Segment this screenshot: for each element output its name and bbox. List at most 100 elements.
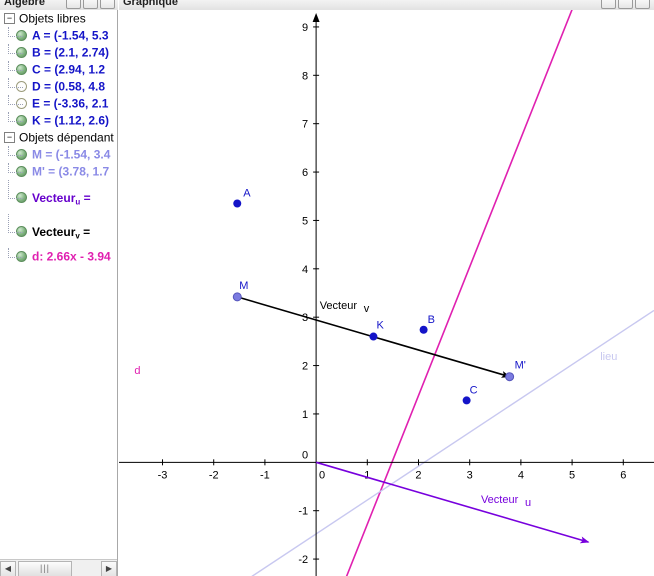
visibility-on-icon[interactable] [16, 47, 27, 59]
tree-item-subscript: u [75, 197, 81, 207]
coordinate-plane[interactable]: d lieu -3 -2 -1 1 2 3 4 5 6 -2 -1 1 2 3 4 5 6 7 8 9 00 Vecteur u… [119, 10, 654, 576]
line-label-lieu: lieu [600, 351, 617, 363]
visibility-on-icon[interactable] [16, 226, 27, 238]
algebra-title: Algèbre [4, 0, 45, 8]
tree-item-label: K = (1.12, 2.6) [32, 113, 110, 128]
point-K[interactable] [369, 332, 378, 341]
visibility-on-icon[interactable] [16, 192, 27, 204]
tree-collapse-icon[interactable]: − [4, 13, 15, 25]
tree-item[interactable]: E = (-3.36, 2.1 [0, 95, 117, 112]
y-tick-label: 2 [302, 361, 308, 373]
scrollbar-thumb[interactable]: ||| [18, 561, 72, 576]
y-tick-label: -1 [298, 506, 308, 518]
tree-branch-line [8, 163, 23, 173]
line-label-d: d [134, 365, 140, 377]
tree-branch-line [8, 78, 23, 88]
tree-item[interactable]: D = (0.58, 4.8 [0, 78, 117, 95]
tree-item-label: D = (0.58, 4.8 [32, 79, 106, 94]
point-label-M': M' [515, 360, 526, 372]
algebra-window-buttons [66, 0, 115, 9]
origin-label: 0 [302, 449, 308, 461]
maximize-icon[interactable] [618, 0, 633, 9]
graphics-panel[interactable]: d lieu -3 -2 -1 1 2 3 4 5 6 -2 -1 1 2 3 4 5 6 7 8 9 0 0 Vecteur u… [119, 10, 654, 576]
visibility-on-icon[interactable] [16, 251, 27, 263]
x-tick-label: -1 [260, 469, 270, 481]
maximize-icon[interactable] [83, 0, 98, 9]
tree-group-objets-dependants[interactable]: − Objets dépendant [0, 129, 117, 146]
visibility-on-icon[interactable] [16, 30, 27, 42]
point-A[interactable] [233, 199, 242, 208]
visibility-on-icon[interactable] [16, 115, 27, 127]
tree-item-label: Vecteur [32, 224, 76, 239]
line-lieu[interactable] [119, 309, 654, 576]
tree-branch-line [8, 112, 23, 122]
tree-branch-line [8, 61, 23, 71]
line-d[interactable] [119, 10, 654, 576]
point-label-B: B [428, 314, 435, 326]
scroll-left-icon[interactable]: ◀ [0, 561, 16, 576]
tree-branch-line [8, 44, 23, 54]
tree-group-label: Objets dépendant [19, 130, 114, 145]
scroll-right-icon[interactable]: ▶ [101, 561, 117, 576]
y-tick-label: -2 [298, 554, 308, 566]
tree-item[interactable]: M' = (3.78, 1.7 [0, 163, 117, 180]
x-tick-label: -2 [209, 469, 219, 481]
point-M[interactable] [232, 292, 242, 302]
tree-branch-line [8, 180, 23, 199]
tree-collapse-icon[interactable]: − [4, 132, 15, 144]
svg-text:u: u [525, 497, 531, 509]
tree-item-suffix: = [79, 224, 91, 239]
visibility-on-icon[interactable] [16, 166, 27, 178]
tree-item[interactable]: Vecteuru = [0, 180, 117, 214]
tree-item-label: Vecteur [32, 190, 76, 205]
y-tick-label: 3 [302, 312, 308, 324]
tree-branch-line [8, 146, 23, 156]
x-tick-label: 5 [569, 469, 575, 481]
tree-item-label: E = (-3.36, 2.1 [32, 96, 109, 111]
close-icon[interactable] [635, 0, 650, 9]
y-tick-label: 8 [302, 70, 308, 82]
x-tick-label: 6 [620, 469, 626, 481]
y-tick-label: 4 [302, 264, 308, 276]
x-tick-label: -3 [158, 469, 168, 481]
x-tick-label: 3 [467, 469, 473, 481]
tree-item-label: M' = (3.78, 1.7 [32, 164, 110, 179]
tree-item[interactable]: K = (1.12, 2.6) [0, 112, 117, 129]
y-axis-arrow-icon [312, 13, 320, 22]
object-tree[interactable]: − Objets libres A = (-1.54, 5.3 B = (2.1, 2… [0, 10, 117, 265]
vector-label-Vecteur_u: Vecteur u [481, 494, 531, 509]
tree-item-label: d: 2.66x - 3.94 [32, 249, 111, 264]
tree-item[interactable]: B = (2.1, 2.74) [0, 44, 117, 61]
point-label-M: M [239, 280, 248, 292]
point-label-C: C [470, 384, 478, 396]
tree-item[interactable]: C = (2.94, 1.2 [0, 61, 117, 78]
minimize-icon[interactable] [66, 0, 81, 9]
algebra-panel[interactable]: − Objets libres A = (-1.54, 5.3 B = (2.1, 2… [0, 10, 118, 576]
tree-item[interactable]: d: 2.66x - 3.94 [0, 248, 117, 265]
tree-branch-line [8, 214, 23, 233]
visibility-on-icon[interactable] [16, 64, 27, 76]
visibility-off-icon[interactable] [16, 81, 27, 93]
y-tick-label: 9 [302, 22, 308, 34]
tree-group-objets-libres[interactable]: − Objets libres [0, 10, 117, 27]
svg-text:v: v [364, 303, 370, 315]
tree-item[interactable]: A = (-1.54, 5.3 [0, 27, 117, 44]
y-tick-label: 5 [302, 215, 308, 227]
y-tick-label: 1 [302, 409, 308, 421]
minimize-icon[interactable] [601, 0, 616, 9]
point-C[interactable] [462, 396, 471, 405]
tree-item[interactable]: M = (-1.54, 3.4 [0, 146, 117, 163]
tree-item[interactable]: Vecteurv = [0, 214, 117, 248]
visibility-on-icon[interactable] [16, 149, 27, 161]
tree-branch-line [8, 27, 23, 37]
point-M'[interactable] [505, 372, 515, 382]
visibility-off-icon[interactable] [16, 98, 27, 110]
vector-Vecteur_u[interactable] [315, 461, 590, 544]
x-tick-label: 4 [518, 469, 524, 481]
close-icon[interactable] [100, 0, 115, 9]
x-tick-label-zero: 0 [319, 469, 325, 481]
x-tick-label: 1 [364, 469, 370, 481]
point-B[interactable] [419, 325, 428, 334]
algebra-horizontal-scrollbar[interactable]: ◀ ||| ▶ [0, 559, 117, 576]
